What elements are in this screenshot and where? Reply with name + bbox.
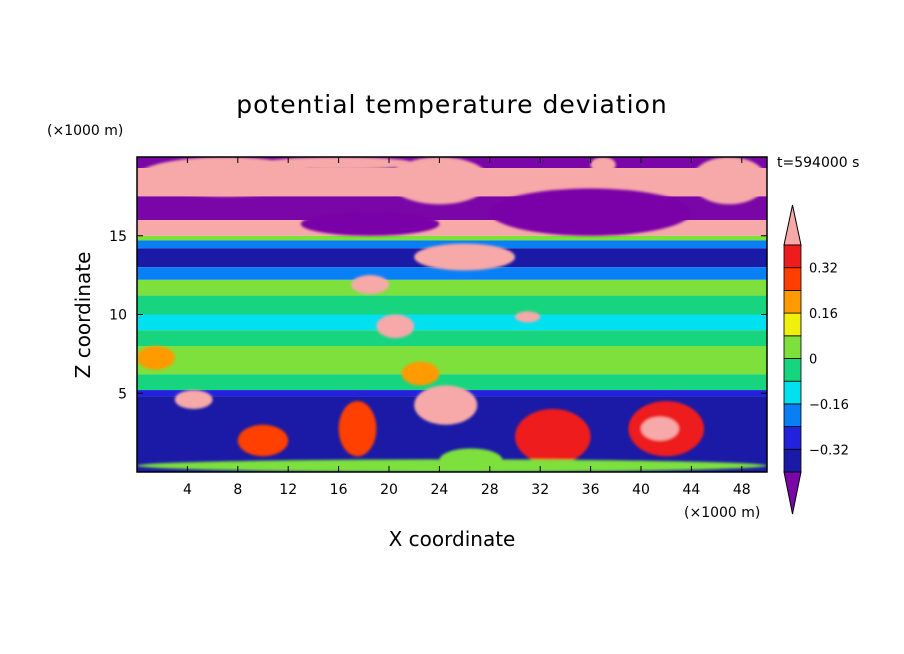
contour-cell-0 [137,157,314,197]
x-tick-label: 4 [183,482,192,498]
contour-band-10 [137,314,767,331]
y-tick-label: 15 [109,229,127,245]
colorbar-swatch [783,358,802,382]
contour-cell-13 [414,385,478,425]
contour-cell-7 [414,243,515,271]
colorbar-swatch [783,289,802,314]
colorbar-label: 0.16 [809,307,838,322]
x-axis-label: X coordinate [389,527,516,551]
contour-cell-6 [489,188,692,236]
colorbar-extend-low [783,471,802,515]
contour-band-4 [137,235,767,241]
colorbar-label: −0.16 [809,398,849,413]
colorbar-swatch [783,426,802,450]
colorbar-label: 0.32 [809,262,838,277]
x-tick-label: 36 [582,482,600,498]
x-tick-label: 8 [233,482,242,498]
contour-cell-2 [389,157,490,205]
colorbar-label: −0.32 [809,443,849,458]
contour-cell-12 [401,361,440,386]
contour-cell-3 [590,157,616,173]
plot-area [137,157,767,472]
x-tick-label: 32 [531,482,549,498]
y-axis: 5 10 15 [109,229,767,402]
y-tick-label: 5 [118,386,127,402]
colorbar-swatch [783,267,802,291]
x-tick-label: 28 [481,482,499,498]
contour-cell-19 [641,416,679,441]
x-tick-label: 44 [682,482,700,498]
colorbar-swatch [783,335,802,359]
x-tick-label: 40 [632,482,650,498]
colorbar: 0.32 0.16 0 −0.16 −0.32 [783,204,849,515]
contour-cell-21 [439,448,503,472]
contour-cell-17 [515,409,591,465]
y-tick-label: 10 [109,308,127,324]
contour-band-12 [137,346,767,375]
contour-cell-15 [237,424,289,457]
contour-band-8 [137,279,767,296]
y-unit-label: (×1000 m) [47,123,123,139]
colorbar-swatch [783,244,802,269]
x-tick-label: 20 [380,482,398,498]
x-axis: 4 8 12 16 20 24 28 32 36 40 44 48 [183,157,751,498]
contour-band-7 [137,267,767,280]
contour-cell-14 [174,390,213,409]
colorbar-extend-high [783,204,802,246]
x-unit-label: (×1000 m) [684,505,760,521]
colorbar-swatch [783,380,802,405]
colorbar-swatch [783,403,802,427]
colorbar-swatch [783,448,802,473]
contour-band-13 [137,374,767,391]
x-tick-label: 12 [279,482,297,498]
contour-cell-16 [338,401,377,457]
contour-cell-4 [691,157,767,205]
contour-cell-9 [376,314,415,339]
colorbar-label: 0 [809,353,817,368]
contour-cell-8 [351,275,389,295]
x-tick-label: 24 [430,482,448,498]
contour-band-11 [137,330,767,346]
contour-cell-10 [515,311,541,323]
contour-band-9 [137,295,767,315]
chart-title: potential temperature deviation [236,90,667,119]
time-label: t=594000 s [777,155,859,171]
contour-cell-11 [137,346,175,370]
x-tick-label: 16 [330,482,348,498]
x-tick-label: 48 [733,482,751,498]
contour-cell-1 [263,157,415,170]
y-axis-label: Z coordinate [71,252,95,379]
colorbar-swatch [783,312,802,337]
contour-cell-5 [300,212,440,236]
